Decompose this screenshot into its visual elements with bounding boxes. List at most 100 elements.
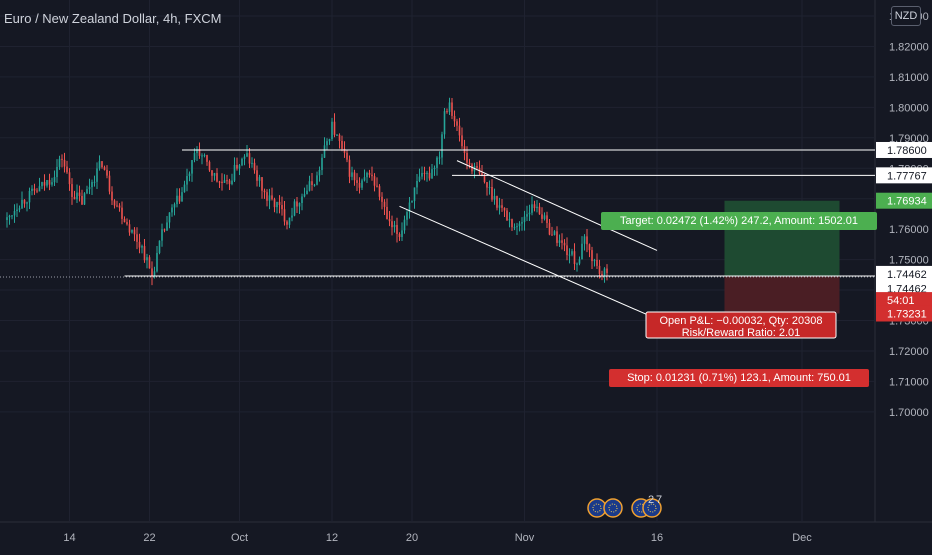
candle-body [93, 181, 96, 183]
candle-body [31, 188, 33, 191]
candle-body [271, 195, 273, 200]
candle-body [546, 215, 548, 224]
candle-body [343, 148, 346, 153]
candle-body [263, 190, 266, 193]
candle-body [336, 134, 338, 136]
eu-flag-icon[interactable] [642, 498, 662, 518]
candle-body [161, 229, 163, 241]
price-tag [876, 167, 932, 184]
candle-body [398, 234, 401, 238]
candle-body [58, 158, 61, 167]
candle-body [388, 219, 391, 222]
candle-body [361, 180, 363, 188]
candle-body [366, 172, 368, 178]
candle-body [556, 231, 558, 243]
candle-body [201, 155, 203, 157]
candle-body [233, 164, 236, 181]
candle-body [411, 201, 413, 203]
candle-body [526, 214, 528, 217]
stop-zone[interactable] [724, 275, 840, 314]
candle-body [406, 212, 408, 220]
candle-body [433, 167, 436, 170]
candle-body [28, 190, 31, 203]
candle-body [136, 234, 138, 242]
candle-body [268, 195, 271, 201]
candle-body [593, 259, 596, 262]
candle-body [341, 140, 343, 149]
candle-body [21, 199, 23, 209]
pnl-label-text: Risk/Reward Ratio: 2.01 [682, 327, 801, 339]
candle-body [153, 271, 156, 277]
candle-body [23, 199, 26, 204]
x-tick-label: 14 [63, 532, 75, 544]
y-tick-label: 1.72000 [889, 346, 929, 358]
channel-upper-line[interactable] [456, 160, 658, 251]
y-tick-label: 1.70000 [889, 407, 929, 419]
candle-body [448, 102, 451, 112]
candle-body [248, 153, 251, 164]
y-tick-label: 1.71000 [889, 376, 929, 388]
y-tick-label: 1.76000 [889, 224, 929, 236]
candle-body [183, 184, 186, 193]
pnl-label-box[interactable] [645, 311, 837, 339]
candle-body [503, 207, 506, 211]
price-tag [876, 192, 932, 209]
candle-body [238, 165, 241, 169]
eu-stars-icon [647, 503, 657, 513]
candle-body [301, 196, 303, 204]
candle-body [461, 135, 463, 147]
price-tag-label: 1.76934 [887, 196, 927, 208]
candle-body [446, 111, 448, 113]
y-tick-label: 1.75000 [889, 255, 929, 267]
candle-body [413, 187, 416, 202]
candle-body [261, 177, 263, 191]
candle-body [256, 170, 258, 181]
candle-body [186, 176, 188, 185]
candle-body [551, 234, 553, 236]
candle-body [111, 191, 113, 201]
candle-body [81, 195, 83, 205]
stop-label-box[interactable] [609, 369, 869, 387]
candle-body [568, 254, 571, 256]
candle-body [533, 204, 536, 209]
candle-body [18, 208, 21, 210]
candle-body [98, 161, 101, 169]
candle-body [316, 175, 318, 185]
candle-body [278, 201, 281, 206]
candle-body [8, 215, 11, 218]
price-tag-label: 1.78600 [887, 145, 927, 157]
candle-body [576, 263, 578, 265]
candle-body [208, 161, 211, 171]
channel-lower-line[interactable] [399, 205, 658, 320]
candle-body [603, 268, 606, 276]
candle-body [46, 180, 48, 186]
chart-title: Euro / New Zealand Dollar, 4h, FXCM [4, 11, 222, 26]
candle-body [171, 207, 173, 213]
candle-body [501, 205, 503, 208]
candle-body [151, 268, 153, 277]
candle-body [276, 201, 278, 208]
target-label-box[interactable] [601, 212, 877, 230]
candle-body [541, 214, 543, 219]
candle-body [368, 172, 371, 175]
x-tick-label: Dec [792, 532, 812, 544]
currency-button[interactable]: NZD [891, 6, 921, 26]
candle-body [606, 268, 608, 273]
candle-body [113, 200, 116, 206]
candle-body [596, 259, 598, 266]
candle-body [363, 177, 366, 181]
candle-body [121, 207, 123, 219]
candle-body [281, 205, 283, 210]
candle-body [141, 246, 143, 248]
candle-body [286, 221, 288, 225]
candle-body [491, 186, 493, 200]
eu-flag-icon[interactable] [603, 498, 623, 518]
candle-body [188, 173, 191, 177]
candle-body [373, 176, 376, 186]
candle-body [438, 157, 441, 159]
candle-body [178, 195, 181, 202]
candle-body [518, 223, 521, 227]
y-tick-label: 1.79000 [889, 133, 929, 145]
